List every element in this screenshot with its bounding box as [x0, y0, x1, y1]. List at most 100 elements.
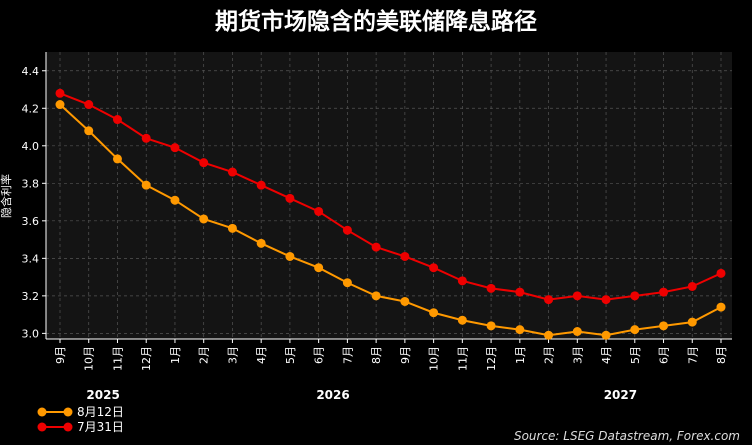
source-note: Source: LSEG Datastream, Forex.com	[514, 429, 740, 443]
x-tick-label: 2月	[198, 346, 211, 364]
y-tick-label: 3.6	[22, 215, 40, 228]
data-point	[400, 296, 410, 306]
x-tick-label: 8月	[370, 346, 383, 364]
year-label: 2025	[86, 388, 119, 402]
x-tick-label: 5月	[284, 346, 297, 364]
legend-label: 7月31日	[77, 420, 124, 434]
data-point	[716, 302, 726, 312]
data-point	[371, 242, 381, 252]
x-tick-label: 12月	[140, 346, 153, 371]
y-tick-label: 3.2	[22, 290, 40, 303]
axes	[45, 52, 732, 340]
data-point	[84, 126, 94, 136]
y-tick-label: 4.2	[22, 102, 40, 115]
x-tick-label: 11月	[111, 346, 124, 371]
data-point	[716, 268, 726, 278]
data-point	[285, 251, 295, 261]
series-1	[55, 88, 726, 305]
legend-item-0: 8月12日	[37, 405, 124, 419]
x-axis-ticks: 9月 10月 11月 12月 1月 2月 3月 4月 5月 6月 7月 8月 9月 10月 11月 12月 1月…	[54, 339, 728, 371]
data-point	[429, 263, 439, 273]
legend-item-1: 7月31日	[37, 420, 124, 434]
data-point	[314, 206, 324, 216]
data-point	[112, 154, 122, 164]
y-tick-label: 3.8	[22, 177, 40, 190]
data-point	[55, 100, 65, 110]
data-point	[429, 308, 439, 318]
x-tick-label: 5月	[629, 346, 642, 364]
data-point	[285, 193, 295, 203]
x-tick-label: 2月	[543, 346, 556, 364]
x-tick-label: 11月	[456, 346, 469, 371]
legend-marker	[37, 422, 47, 432]
data-point	[601, 330, 611, 340]
data-point	[457, 315, 467, 325]
data-point	[227, 167, 237, 177]
year-labels: 2025 2026 2027	[86, 388, 637, 402]
data-point	[141, 133, 151, 143]
x-tick-label: 12月	[485, 346, 498, 371]
data-point	[601, 295, 611, 305]
grid-lines	[46, 52, 732, 339]
series-0	[55, 100, 726, 340]
data-point	[170, 143, 180, 153]
data-point	[659, 287, 669, 297]
x-tick-label: 1月	[169, 346, 182, 364]
data-point	[572, 326, 582, 336]
data-point	[572, 291, 582, 301]
data-point	[199, 158, 209, 168]
x-tick-label: 6月	[658, 346, 671, 364]
x-tick-label: 10月	[83, 346, 96, 371]
data-point	[486, 321, 496, 331]
series-line	[59, 103, 722, 337]
data-point	[256, 180, 266, 190]
year-label: 2026	[316, 388, 349, 402]
data-point	[84, 100, 94, 110]
y-axis-ticks: 3.0 3.2 3.4 3.6 3.8 4.0 4.2 4.4	[22, 65, 46, 340]
data-point	[371, 291, 381, 301]
x-tick-label: 9月	[399, 346, 412, 364]
data-point	[630, 325, 640, 335]
data-point	[687, 281, 697, 291]
x-tick-label: 9月	[54, 346, 67, 364]
data-point	[486, 283, 496, 293]
legend-label: 8月12日	[77, 405, 124, 419]
data-point	[342, 225, 352, 235]
data-point	[515, 325, 525, 335]
x-tick-label: 8月	[715, 346, 728, 364]
data-point	[342, 278, 352, 288]
x-tick-label: 6月	[313, 346, 326, 364]
x-tick-label: 3月	[571, 346, 584, 364]
data-series	[55, 88, 726, 340]
data-point	[227, 223, 237, 233]
x-tick-label: 7月	[341, 346, 354, 364]
data-point	[141, 180, 151, 190]
x-tick-label: 4月	[600, 346, 613, 364]
y-tick-label: 3.4	[22, 252, 40, 265]
legend-marker	[63, 422, 73, 432]
chart-title: 期货市场隐含的美联储降息路径	[215, 8, 537, 35]
legend-marker	[63, 407, 73, 417]
data-point	[400, 251, 410, 261]
x-tick-label: 10月	[428, 346, 441, 371]
x-tick-label: 1月	[514, 346, 527, 364]
data-point	[687, 317, 697, 327]
y-tick-label: 3.0	[22, 327, 40, 340]
data-point	[256, 238, 266, 248]
x-tick-label: 4月	[255, 346, 268, 364]
plot-area	[46, 52, 732, 339]
data-point	[659, 321, 669, 331]
y-tick-label: 4.4	[22, 65, 40, 78]
data-point	[544, 295, 554, 305]
data-point	[199, 214, 209, 224]
data-point	[457, 276, 467, 286]
data-point	[515, 287, 525, 297]
x-tick-label: 7月	[686, 346, 699, 364]
legend-marker	[37, 407, 47, 417]
series-line	[59, 92, 722, 301]
year-label: 2027	[604, 388, 637, 402]
data-point	[55, 88, 65, 98]
data-point	[314, 263, 324, 273]
